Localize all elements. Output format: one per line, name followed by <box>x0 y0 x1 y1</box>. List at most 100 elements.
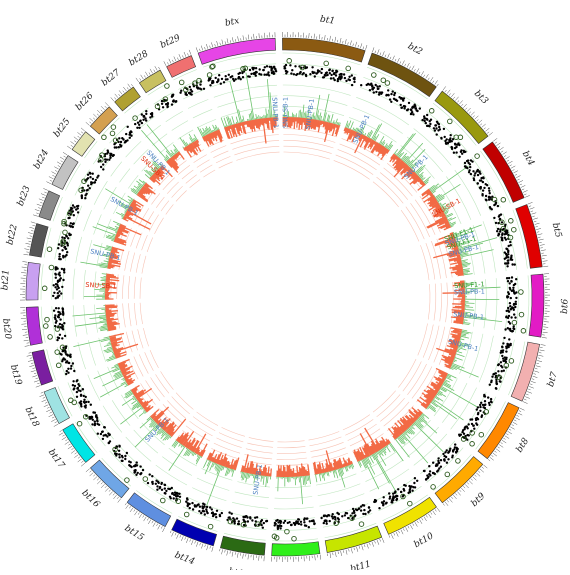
tick-mark <box>522 344 546 404</box>
green-bar <box>197 124 220 138</box>
black-dot <box>144 117 147 120</box>
green-gridline <box>407 426 439 458</box>
black-dot <box>55 288 59 291</box>
black-dot <box>483 400 487 403</box>
black-dot <box>120 454 124 458</box>
green-gridline <box>232 502 269 509</box>
circle-marker-icon <box>59 344 66 351</box>
black-dot <box>509 244 512 247</box>
black-dot <box>202 510 206 513</box>
black-dot <box>61 349 64 353</box>
black-dot <box>56 338 59 342</box>
black-dot <box>108 433 111 436</box>
black-dot <box>472 170 475 173</box>
black-dot <box>499 213 503 216</box>
black-dot <box>361 504 364 507</box>
black-dot <box>52 284 55 287</box>
black-dot <box>313 522 316 525</box>
black-dot <box>292 73 296 76</box>
black-dot <box>89 176 92 179</box>
circle-marker-icon <box>43 323 49 329</box>
circle-marker-icon <box>109 130 116 137</box>
black-dot <box>311 66 314 69</box>
red-gridline <box>160 371 174 390</box>
black-dot <box>455 151 458 154</box>
black-dot <box>237 520 240 523</box>
circle-marker-icon <box>62 229 68 236</box>
black-dot <box>173 491 177 494</box>
tick-mark <box>442 464 488 506</box>
black-dot <box>506 262 509 265</box>
black-dot <box>334 516 337 519</box>
black-dot <box>272 72 275 76</box>
black-dot <box>59 318 62 321</box>
black-dot <box>96 420 99 423</box>
black-dot <box>58 252 61 256</box>
black-dot <box>62 346 65 349</box>
black-dot <box>54 297 57 300</box>
black-dot <box>69 225 73 228</box>
circle-marker-icon <box>508 218 514 224</box>
black-dot <box>509 342 512 346</box>
black-dot <box>134 122 137 126</box>
tick-mark <box>23 221 36 256</box>
black-dot <box>459 433 463 436</box>
tick-mark <box>110 83 133 102</box>
black-dot <box>502 357 505 360</box>
red-gridline <box>308 431 340 441</box>
red-bar <box>343 127 390 161</box>
black-dot <box>512 288 515 292</box>
black-dot <box>60 267 64 271</box>
circle-marker-icon <box>48 264 55 271</box>
black-dot <box>392 492 395 495</box>
black-dot <box>436 470 439 473</box>
green-bar <box>92 220 121 242</box>
circle-marker-icon <box>491 196 498 203</box>
black-dot <box>84 194 87 197</box>
chromosome-label: bt10 <box>412 531 435 550</box>
black-dot <box>231 75 234 78</box>
black-dot <box>88 187 91 190</box>
black-dot <box>502 342 505 345</box>
green-gridline <box>282 95 348 106</box>
chromosome-band <box>89 106 118 135</box>
black-dot <box>254 67 258 70</box>
green-bar <box>240 471 272 488</box>
black-dot <box>452 151 456 154</box>
black-dot <box>351 507 355 511</box>
green-gridline <box>413 433 448 466</box>
black-dot <box>503 336 506 340</box>
black-dot <box>195 86 199 89</box>
circle-marker-icon <box>299 64 306 71</box>
black-dot <box>83 398 86 401</box>
black-dot <box>480 176 483 180</box>
black-dot <box>421 118 424 122</box>
black-dot <box>479 187 482 190</box>
circle-marker-icon <box>284 528 290 535</box>
red-gridline <box>277 446 306 449</box>
black-dot <box>504 328 507 331</box>
black-dot <box>54 324 57 328</box>
black-dot <box>411 105 415 108</box>
chromosome-label: bt17 <box>46 448 66 471</box>
black-dot <box>443 458 446 461</box>
black-dot <box>267 74 271 77</box>
black-dot <box>61 326 64 329</box>
green-gridline <box>94 271 97 300</box>
black-dot <box>151 482 154 485</box>
circle-marker-icon <box>61 220 67 227</box>
black-dot <box>388 497 391 500</box>
red-gridline <box>149 350 159 369</box>
green-gridline <box>478 335 494 383</box>
circle-marker-icon <box>99 152 105 158</box>
green-gridline <box>483 279 487 329</box>
green-bar <box>428 165 469 228</box>
black-dot <box>232 77 235 81</box>
black-dot <box>461 430 464 434</box>
chromosome-label: bt11 <box>349 559 372 570</box>
green-gridline <box>52 196 63 222</box>
chromosome-label: bt1 <box>319 15 335 27</box>
black-dot <box>54 286 57 289</box>
black-dot <box>487 196 491 199</box>
circle-marker-icon <box>71 399 77 406</box>
